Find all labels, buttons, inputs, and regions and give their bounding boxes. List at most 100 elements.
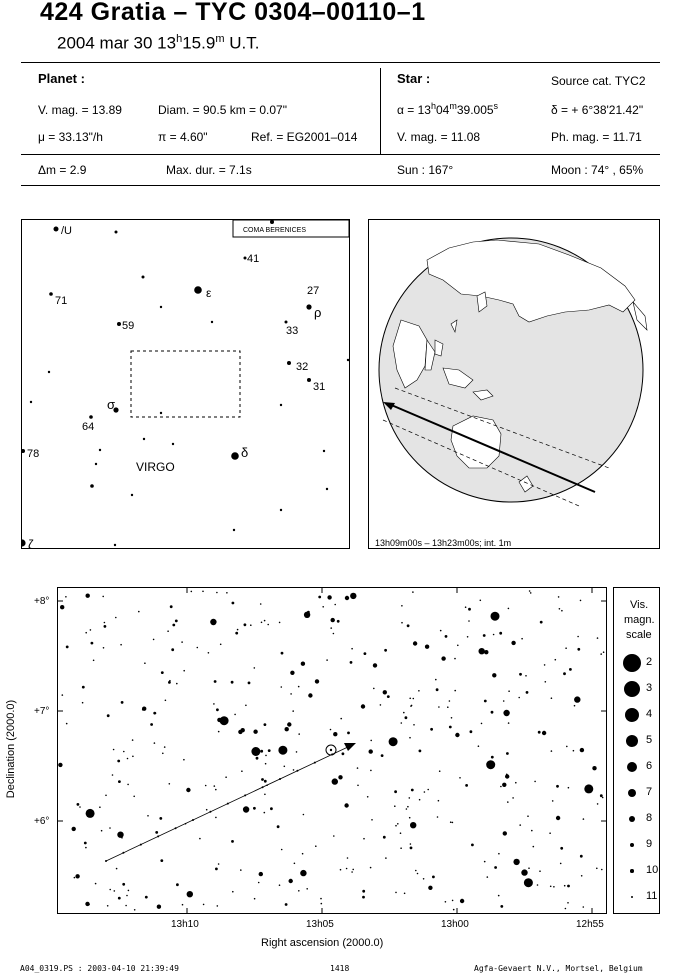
star xyxy=(577,635,579,638)
star xyxy=(250,624,252,626)
star xyxy=(186,787,191,793)
star xyxy=(490,710,494,714)
star xyxy=(499,631,503,635)
star xyxy=(90,641,94,645)
star xyxy=(29,400,33,404)
finder-label: 59 xyxy=(122,320,134,332)
star xyxy=(176,682,178,685)
star xyxy=(490,755,494,759)
star xyxy=(301,852,304,855)
scale-row: 6 xyxy=(614,755,660,779)
scale-title-3: scale xyxy=(626,629,652,641)
star xyxy=(464,606,467,608)
star xyxy=(370,739,373,742)
star xyxy=(329,728,332,731)
star xyxy=(225,776,227,778)
alpha-min: 04 xyxy=(435,103,450,117)
star xyxy=(394,805,396,807)
star xyxy=(449,821,452,823)
star xyxy=(469,730,473,734)
table-bottom-rule xyxy=(21,185,660,186)
scale-dot xyxy=(623,654,641,672)
star xyxy=(144,895,148,899)
star xyxy=(160,859,164,862)
star xyxy=(85,901,90,907)
star xyxy=(297,685,300,688)
star xyxy=(267,749,271,752)
star xyxy=(404,716,408,720)
star xyxy=(596,867,598,870)
star xyxy=(94,462,98,466)
star xyxy=(65,645,69,649)
star xyxy=(112,748,115,751)
star xyxy=(451,821,454,824)
planet-heading: Planet : xyxy=(38,71,85,86)
scale-mag-label: 6 xyxy=(646,760,653,772)
star xyxy=(270,807,273,811)
star xyxy=(486,876,489,878)
star xyxy=(263,723,267,726)
star xyxy=(468,607,471,611)
star xyxy=(410,704,413,707)
star xyxy=(423,791,426,793)
star xyxy=(357,784,359,787)
star xyxy=(435,688,439,692)
star xyxy=(326,659,328,661)
star xyxy=(83,841,87,845)
star xyxy=(544,681,547,683)
star xyxy=(506,752,509,755)
star xyxy=(498,852,500,855)
star xyxy=(287,722,292,727)
event-datetime: 2004 mar 30 13h15.9m U.T. xyxy=(57,33,259,54)
star xyxy=(370,769,372,772)
star xyxy=(480,722,483,725)
star xyxy=(278,621,281,624)
globe-svg: 13h09m00s – 13h23m00s; int. 1m xyxy=(375,237,648,548)
alpha-h-sup: h xyxy=(430,101,436,111)
star xyxy=(519,824,521,826)
star xyxy=(395,824,397,827)
star xyxy=(117,322,121,326)
star xyxy=(284,727,289,732)
planet-vmag: V. mag. = 13.89 xyxy=(38,103,122,117)
star xyxy=(219,643,222,646)
star xyxy=(565,647,567,649)
star xyxy=(153,742,156,744)
star xyxy=(306,888,308,890)
star xyxy=(549,885,552,888)
star xyxy=(278,745,288,755)
star xyxy=(596,803,599,805)
star xyxy=(492,673,497,678)
scale-row: 8 xyxy=(614,807,660,831)
star-source: Source cat. TYC2 xyxy=(551,74,646,88)
star xyxy=(270,220,274,224)
star xyxy=(75,874,80,879)
star xyxy=(479,599,482,602)
star xyxy=(253,729,258,734)
star xyxy=(117,831,124,838)
star xyxy=(113,407,119,413)
star xyxy=(346,857,349,859)
star xyxy=(579,854,583,858)
star xyxy=(336,619,340,623)
star xyxy=(477,745,480,747)
star xyxy=(566,745,568,748)
star xyxy=(459,898,465,904)
star xyxy=(263,619,266,622)
star xyxy=(515,781,517,784)
star xyxy=(183,758,185,761)
scale-mag-label: 8 xyxy=(646,812,653,824)
star xyxy=(412,591,414,593)
star xyxy=(435,678,437,681)
star xyxy=(333,732,338,737)
star xyxy=(215,788,217,791)
shadow-limit-south xyxy=(382,419,580,507)
star xyxy=(573,704,576,707)
star xyxy=(505,774,510,779)
star xyxy=(447,706,449,708)
star xyxy=(494,866,497,869)
scale-row: 4 xyxy=(614,703,660,727)
ra-tick-label: 13h00 xyxy=(441,919,469,930)
finder-label: ζ xyxy=(28,537,34,548)
star xyxy=(528,590,531,592)
